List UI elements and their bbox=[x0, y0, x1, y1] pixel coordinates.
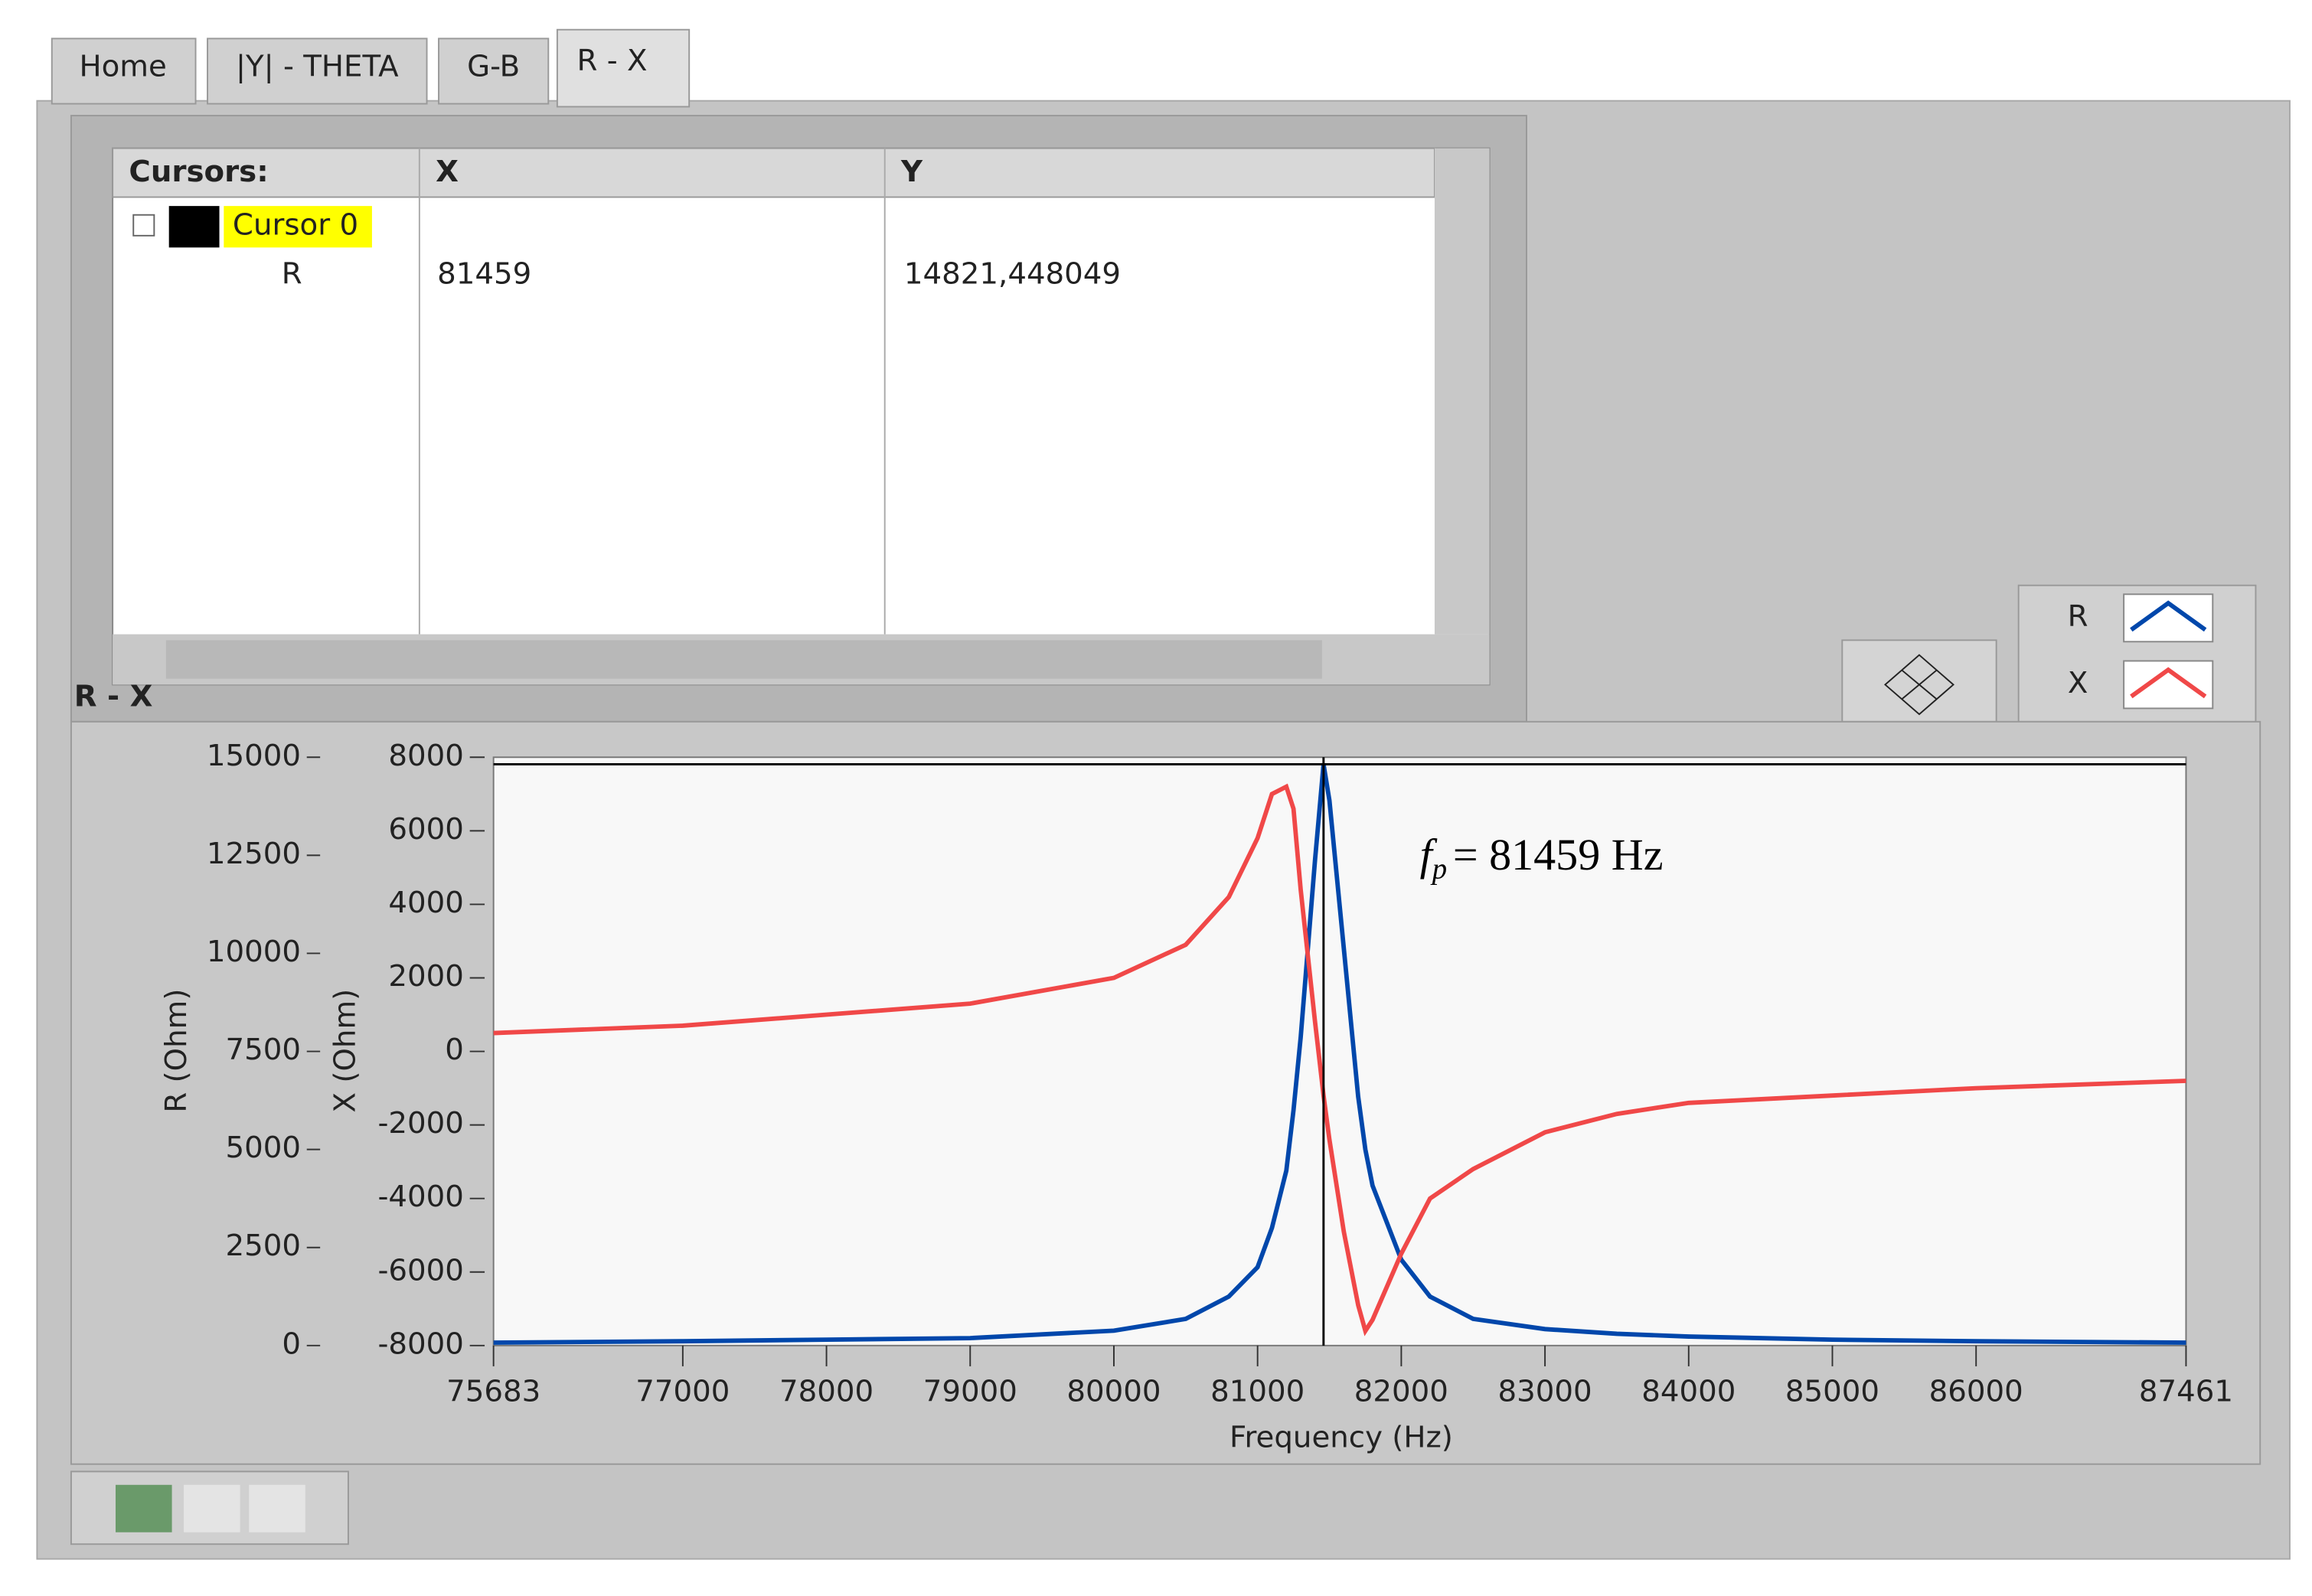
y2-tick-label: 8000 bbox=[388, 739, 464, 773]
tabs: Home |Y| - THETA G-B R - X bbox=[51, 28, 691, 108]
y2-tick-label: 4000 bbox=[388, 886, 464, 920]
v-scrollbar[interactable] bbox=[1434, 148, 1490, 635]
legend-swatch-box bbox=[2123, 660, 2214, 710]
x-tick-label: 81000 bbox=[1210, 1374, 1305, 1408]
table-header bbox=[112, 147, 1435, 198]
y2-tick-label: -6000 bbox=[377, 1253, 463, 1288]
cell: 81459 bbox=[437, 257, 531, 292]
tab-label: G-B bbox=[467, 50, 520, 84]
x-tick-label: 84000 bbox=[1641, 1374, 1736, 1408]
plot-area bbox=[492, 756, 2187, 1346]
cell: 14821,448049 bbox=[904, 257, 1121, 292]
x-tick-label: 87461 bbox=[2139, 1374, 2233, 1408]
cursor-highlight bbox=[224, 206, 372, 248]
button-icon bbox=[1883, 654, 1954, 716]
y2-tick-label: -4000 bbox=[377, 1180, 463, 1214]
y-tick-label: 12500 bbox=[207, 837, 301, 871]
y2-tick-label: 6000 bbox=[388, 812, 464, 847]
y2-tick-label: 2000 bbox=[388, 959, 464, 994]
x-tick-label: 83000 bbox=[1498, 1374, 1592, 1408]
legend-swatch bbox=[2130, 600, 2207, 632]
y2-tick-label: 0 bbox=[445, 1033, 464, 1067]
y-axis-label: R (Ohm) bbox=[159, 989, 194, 1113]
cursor-swatch bbox=[168, 206, 220, 248]
x-tick-label: 77000 bbox=[635, 1374, 730, 1408]
table-header-text: Y bbox=[900, 155, 923, 189]
annotation-text: = 81459 Hz bbox=[1453, 830, 1664, 880]
table-header-text: X bbox=[436, 155, 459, 189]
x-tick-label: 86000 bbox=[1929, 1374, 2023, 1408]
legend-label: X bbox=[2068, 666, 2088, 700]
x-tick-label: 82000 bbox=[1354, 1374, 1448, 1408]
y-tick-label: 2500 bbox=[225, 1229, 301, 1263]
x-tick-label: 78000 bbox=[779, 1374, 874, 1408]
y2-axis-label: X (Ohm) bbox=[328, 989, 363, 1113]
y-tick-label: 0 bbox=[282, 1327, 301, 1361]
tab-label: |Y| - THETA bbox=[236, 50, 399, 84]
y-tick-label: 15000 bbox=[207, 739, 301, 773]
table-header-text: Cursors: bbox=[129, 155, 268, 189]
x-tick-label: 80000 bbox=[1066, 1374, 1161, 1408]
y-tick-label: 10000 bbox=[207, 935, 301, 969]
row-label: R bbox=[282, 257, 302, 292]
scroll-thumb[interactable] bbox=[165, 640, 1322, 679]
tab-label: Home bbox=[80, 50, 167, 84]
x-axis-label: Frequency (Hz) bbox=[1229, 1420, 1453, 1454]
series-line bbox=[493, 783, 2186, 1337]
expander[interactable] bbox=[132, 214, 155, 237]
tool-button[interactable] bbox=[249, 1484, 305, 1532]
tool-button[interactable] bbox=[184, 1484, 240, 1532]
x-tick-label: 79000 bbox=[923, 1374, 1017, 1408]
x-tick-label: 75683 bbox=[446, 1374, 540, 1408]
y2-tick-label: -8000 bbox=[377, 1327, 463, 1361]
y-tick-label: 5000 bbox=[225, 1131, 301, 1165]
tab-label: R - X bbox=[577, 44, 648, 78]
tab-active[interactable] bbox=[556, 28, 691, 108]
tool-button[interactable] bbox=[116, 1484, 172, 1532]
cursor-button[interactable] bbox=[1841, 639, 1997, 723]
series-line bbox=[493, 763, 2186, 1345]
annotation-subscript: p bbox=[1430, 853, 1447, 885]
y-tick-label: 7500 bbox=[225, 1033, 301, 1067]
legend-label: R bbox=[2068, 599, 2088, 634]
tab[interactable] bbox=[207, 38, 428, 105]
x-tick-label: 85000 bbox=[1785, 1374, 1879, 1408]
tab[interactable] bbox=[438, 38, 550, 105]
annotation: fp = 81459 Hz bbox=[1420, 830, 1664, 885]
y2-tick-label: -2000 bbox=[377, 1106, 463, 1141]
graph-label: R - X bbox=[74, 679, 153, 713]
tab[interactable] bbox=[51, 38, 197, 105]
legend-swatch bbox=[2130, 667, 2207, 699]
cursor-name: Cursor 0 bbox=[233, 208, 358, 243]
